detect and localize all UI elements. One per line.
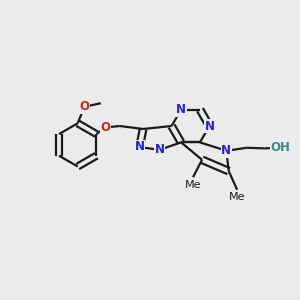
Text: N: N: [176, 103, 186, 116]
Text: Me: Me: [185, 180, 201, 190]
Text: Me: Me: [229, 192, 245, 202]
Text: N: N: [204, 119, 214, 133]
Text: N: N: [154, 143, 164, 156]
Text: O: O: [79, 100, 89, 113]
Text: OH: OH: [271, 141, 291, 154]
Text: N: N: [221, 144, 231, 157]
Text: N: N: [134, 140, 145, 154]
Text: O: O: [100, 121, 110, 134]
